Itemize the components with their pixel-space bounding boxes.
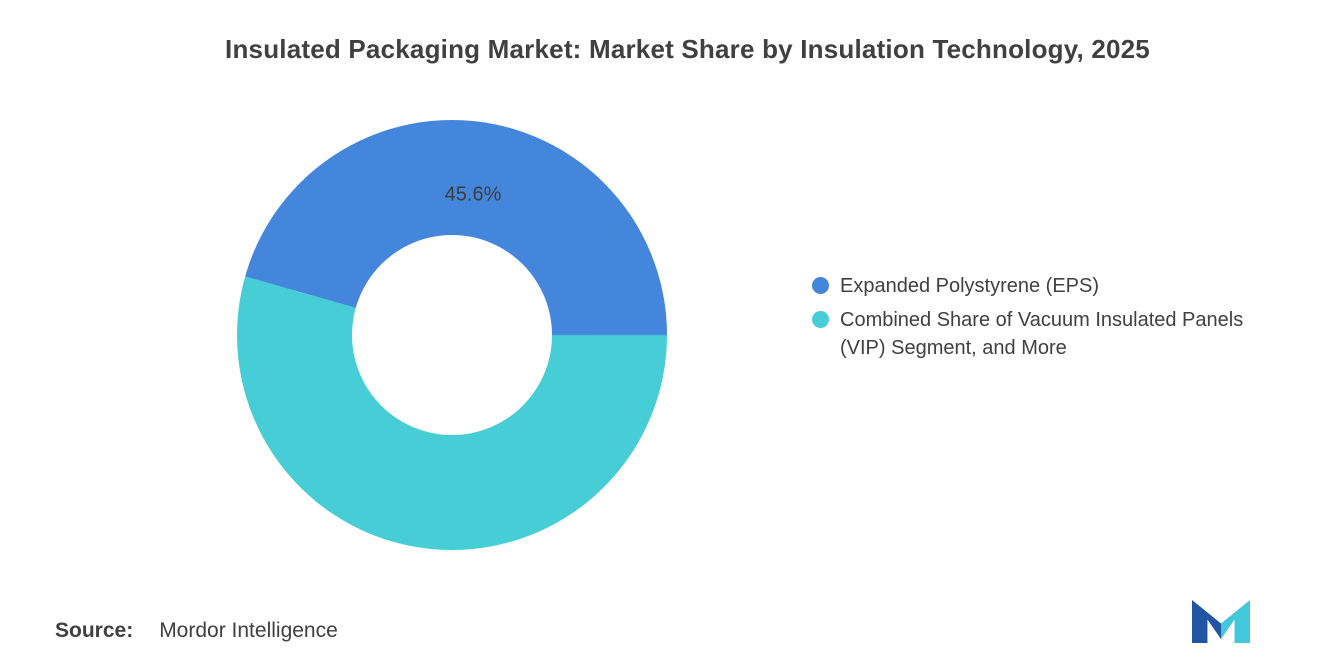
donut-chart[interactable]: 45.6% bbox=[237, 120, 667, 550]
source-value: Mordor Intelligence bbox=[159, 619, 338, 642]
legend-label: Combined Share of Vacuum Insulated Panel… bbox=[840, 306, 1243, 362]
mordor-intelligence-logo bbox=[1192, 600, 1250, 643]
logo-left-shape bbox=[1192, 600, 1221, 643]
legend-swatch bbox=[812, 311, 829, 328]
slice-label-eps: 45.6% bbox=[444, 183, 502, 206]
legend-label-line: Expanded Polystyrene (EPS) bbox=[840, 275, 1100, 297]
source-attribution: Source: Mordor Intelligence bbox=[55, 619, 338, 643]
legend: Expanded Polystyrene (EPS) Combined Shar… bbox=[812, 272, 1243, 362]
source-label: Source: bbox=[55, 619, 134, 642]
legend-label-line: Combined Share of Vacuum Insulated Panel… bbox=[840, 309, 1244, 331]
legend-item-vip[interactable]: Combined Share of Vacuum Insulated Panel… bbox=[812, 306, 1243, 362]
logo-right-shape bbox=[1221, 600, 1250, 643]
donut-hole bbox=[352, 235, 552, 435]
legend-item-eps[interactable]: Expanded Polystyrene (EPS) bbox=[812, 272, 1243, 300]
legend-swatch bbox=[812, 277, 829, 294]
chart-title: Insulated Packaging Market: Market Share… bbox=[225, 34, 1150, 64]
legend-label: Expanded Polystyrene (EPS) bbox=[840, 272, 1099, 300]
legend-label-line: (VIP) Segment, and More bbox=[840, 337, 1067, 359]
